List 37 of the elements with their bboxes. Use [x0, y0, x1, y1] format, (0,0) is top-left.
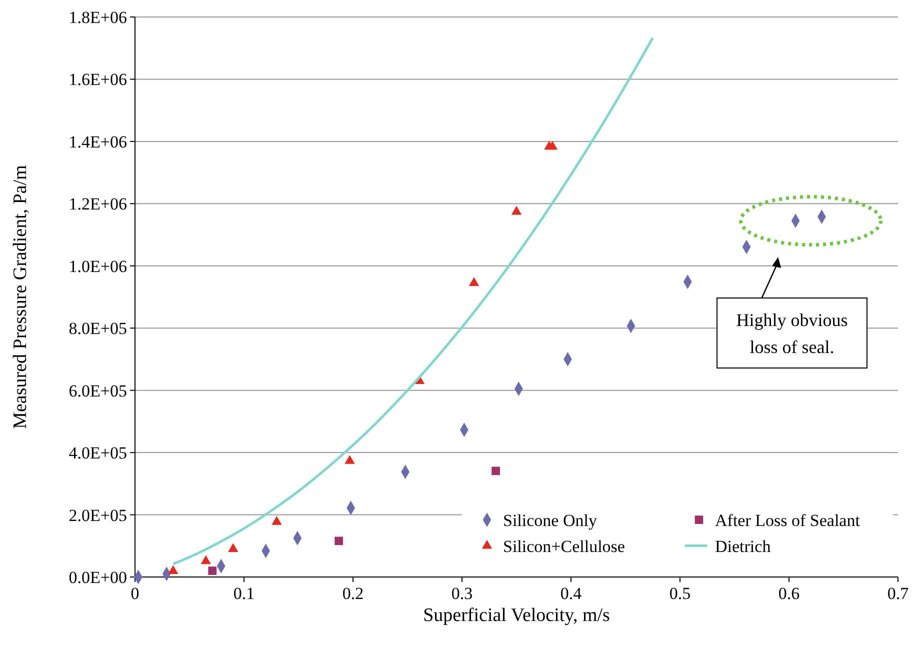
y-tick-label: 4.0E+05 — [68, 444, 127, 463]
x-tick-label: 0.3 — [451, 584, 473, 603]
y-tick-label: 6.0E+05 — [68, 381, 127, 400]
x-tick-label: 0 — [130, 584, 140, 603]
y-tick-label: 1.4E+06 — [68, 132, 127, 152]
point — [228, 543, 238, 552]
point — [334, 536, 344, 546]
x-tick-label: 0.6 — [778, 584, 800, 603]
legend-label: Dietrich — [715, 536, 772, 556]
point — [200, 555, 211, 564]
x-tick-label: 0.4 — [560, 584, 582, 603]
y-tick-label: 8.0E+05 — [68, 319, 127, 338]
point — [208, 566, 217, 575]
y-tick-label: 2.0E+05 — [68, 506, 127, 525]
y-tick-label: 1.0E+06 — [68, 256, 127, 276]
x-tick-label: 0.1 — [233, 584, 255, 603]
y-tick-label: 1.2E+06 — [68, 194, 127, 214]
x-tick-label: 0.5 — [669, 584, 691, 603]
point — [492, 466, 500, 476]
x-axis-title: Superficial Velocity, m/s — [423, 605, 610, 626]
legend-label: After Loss of Sealant — [715, 510, 860, 530]
y-tick-label: 0.0E+00 — [68, 568, 127, 587]
y-tick-label: 1.6E+06 — [68, 70, 127, 90]
point — [547, 140, 558, 150]
point — [344, 455, 355, 464]
point — [168, 565, 178, 574]
y-tick-label: 1.8E+06 — [68, 8, 127, 27]
point — [468, 277, 480, 286]
line-series — [172, 36, 654, 566]
x-tick-label: 0.7 — [887, 584, 910, 603]
legend-label: Silicone Only — [503, 510, 598, 530]
point — [511, 206, 522, 215]
y-axis-title: Measured Pressure Gradient, Pa/m — [10, 164, 31, 429]
annotation: Highly obvious loss of seal. — [736, 310, 848, 357]
point — [272, 516, 282, 525]
legend-label: Silicon+Cellulose — [503, 536, 625, 556]
x-tick-label: 0.2 — [342, 584, 364, 603]
